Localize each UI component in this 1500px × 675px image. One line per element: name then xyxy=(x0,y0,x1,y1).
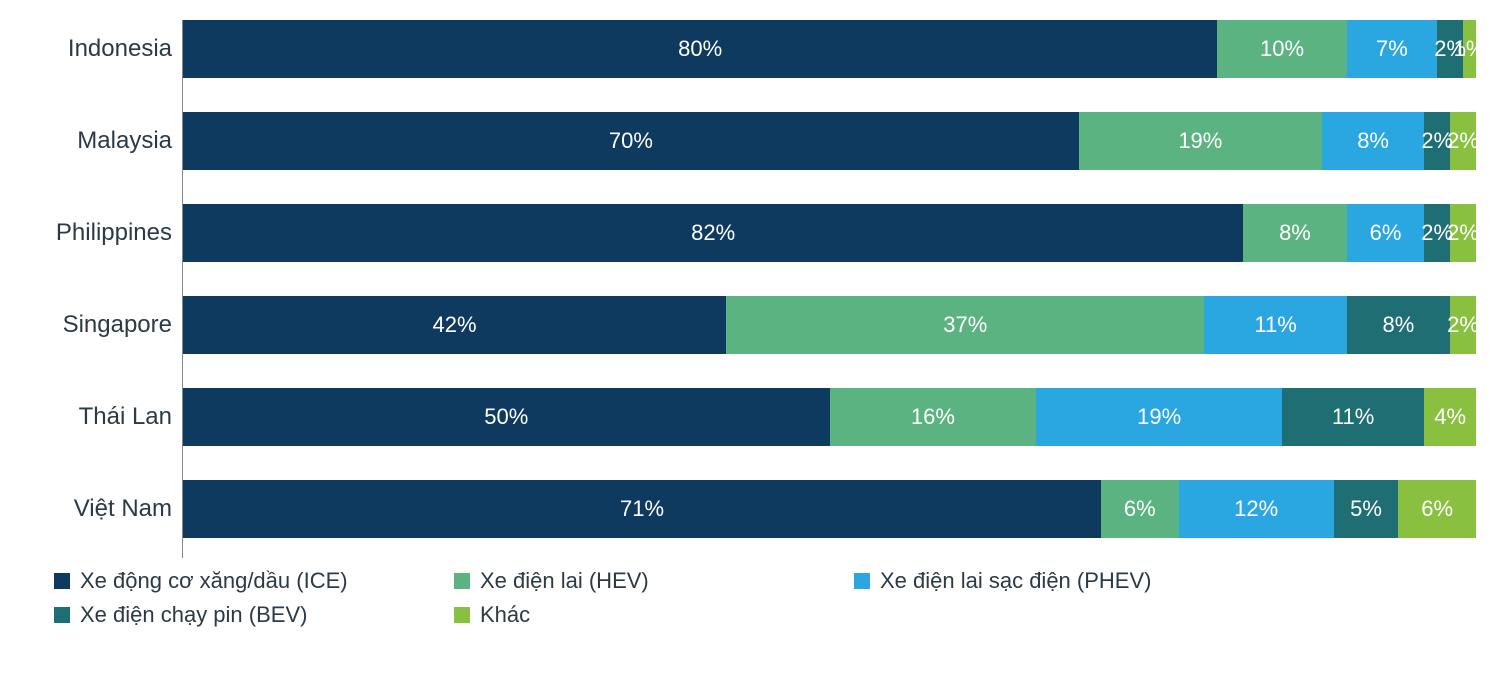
bar-segment-other: 2% xyxy=(1450,112,1476,170)
bar-value-label: 8% xyxy=(1357,128,1389,154)
category-label: Việt Nam xyxy=(24,495,182,523)
bar-segment-hev: 8% xyxy=(1243,204,1346,262)
bar-value-label: 71% xyxy=(620,496,664,522)
bar-track: 71% 6% 12% 5% 6% xyxy=(182,480,1476,538)
bar-track: 42% 37% 11% 8% 2% xyxy=(182,296,1476,354)
bar-segment-hev: 6% xyxy=(1101,480,1179,538)
bar-segment-hev: 19% xyxy=(1079,112,1322,170)
legend-item-other: Khác xyxy=(454,602,854,628)
bar-value-label: 12% xyxy=(1234,496,1278,522)
bar-segment-phev: 6% xyxy=(1347,204,1425,262)
bar-segment-other: 1% xyxy=(1463,20,1476,78)
legend-label: Xe điện lai (HEV) xyxy=(480,568,649,594)
bar-segment-ice: 42% xyxy=(183,296,726,354)
category-label: Indonesia xyxy=(24,35,182,63)
category-label: Thái Lan xyxy=(24,403,182,431)
bar-value-label: 2% xyxy=(1447,312,1479,338)
bar-value-label: 8% xyxy=(1382,312,1414,338)
bar-segment-ice: 71% xyxy=(183,480,1101,538)
bar-segment-other: 4% xyxy=(1424,388,1476,446)
bar-value-label: 2% xyxy=(1447,128,1479,154)
bar-value-label: 19% xyxy=(1137,404,1181,430)
legend-swatch xyxy=(54,607,70,623)
bar-segment-phev: 8% xyxy=(1322,112,1424,170)
bar-segment-bev: 11% xyxy=(1282,388,1424,446)
legend-swatch xyxy=(54,573,70,589)
bar-value-label: 42% xyxy=(433,312,477,338)
legend-item-bev: Xe điện chạy pin (BEV) xyxy=(54,602,454,628)
y-axis-line xyxy=(182,20,183,558)
bar-row: Indonesia80%10%7%2%1% xyxy=(24,20,1476,78)
bar-segment-other: 2% xyxy=(1450,204,1476,262)
category-label: Malaysia xyxy=(24,127,182,155)
bar-value-label: 1% xyxy=(1454,36,1486,62)
bar-segment-phev: 11% xyxy=(1204,296,1346,354)
legend-label: Xe điện lai sạc điện (PHEV) xyxy=(880,568,1151,594)
category-label: Philippines xyxy=(24,219,182,247)
bar-value-label: 6% xyxy=(1421,496,1453,522)
plot-area: Indonesia 80% 10% 7% 2% 1% Malaysia 70% 19% 8% 2% 2… xyxy=(24,20,1476,538)
bar-value-label: 7% xyxy=(1376,36,1408,62)
category-label: Singapore xyxy=(24,311,182,339)
bar-segment-other: 2% xyxy=(1450,296,1476,354)
bar-segment-ice: 80% xyxy=(183,20,1217,78)
bar-value-label: 37% xyxy=(943,312,987,338)
legend-swatch xyxy=(454,573,470,589)
bar-value-label: 70% xyxy=(609,128,653,154)
bar-row: Philippines82%8%6%2%2% xyxy=(24,204,1476,262)
bar-row: Malaysia70%19%8%2%2% xyxy=(24,112,1476,170)
legend-label: Khác xyxy=(480,602,530,628)
bar-segment-ice: 70% xyxy=(183,112,1079,170)
bar-segment-ice: 82% xyxy=(183,204,1243,262)
bar-value-label: 82% xyxy=(691,220,735,246)
bar-segment-other: 6% xyxy=(1398,480,1476,538)
bar-value-label: 19% xyxy=(1178,128,1222,154)
legend-label: Xe điện chạy pin (BEV) xyxy=(80,602,307,628)
bar-segment-bev: 5% xyxy=(1334,480,1399,538)
bar-value-label: 6% xyxy=(1370,220,1402,246)
legend-item-ice: Xe động cơ xăng/dầu (ICE) xyxy=(54,568,454,594)
bar-segment-hev: 16% xyxy=(830,388,1037,446)
legend-item-phev: Xe điện lai sạc điện (PHEV) xyxy=(854,568,1254,594)
legend-item-hev: Xe điện lai (HEV) xyxy=(454,568,854,594)
bar-value-label: 8% xyxy=(1279,220,1311,246)
bar-value-label: 80% xyxy=(678,36,722,62)
bar-value-label: 10% xyxy=(1260,36,1304,62)
bar-track: 70%19%8%2%2% xyxy=(182,112,1476,170)
bar-value-label: 4% xyxy=(1434,404,1466,430)
bar-track: 80%10%7%2%1% xyxy=(182,20,1476,78)
bar-value-label: 50% xyxy=(484,404,528,430)
bar-segment-phev: 12% xyxy=(1179,480,1334,538)
bar-segment-ice: 50% xyxy=(183,388,830,446)
legend-label: Xe động cơ xăng/dầu (ICE) xyxy=(80,568,348,594)
legend-swatch xyxy=(454,607,470,623)
bar-segment-bev: 8% xyxy=(1347,296,1450,354)
bar-value-label: 6% xyxy=(1124,496,1156,522)
bar-value-label: 11% xyxy=(1332,404,1374,430)
bar-value-label: 2% xyxy=(1447,220,1479,246)
bar-row: Thái Lan 50% 16% 19% 11% 4% xyxy=(24,388,1476,446)
bar-value-label: 16% xyxy=(911,404,955,430)
bar-track: 82%8%6%2%2% xyxy=(182,204,1476,262)
bar-segment-phev: 19% xyxy=(1036,388,1282,446)
bar-segment-phev: 7% xyxy=(1347,20,1438,78)
stacked-bar-chart: Indonesia 80% 10% 7% 2% 1% Malaysia 70% 19% 8% 2% 2… xyxy=(0,0,1500,675)
bar-row: Singapore 42% 37% 11% 8% 2% xyxy=(24,296,1476,354)
bar-row: Việt Nam 71% 6% 12% 5% 6% xyxy=(24,480,1476,538)
bar-segment-hev: 10% xyxy=(1217,20,1346,78)
legend-swatch xyxy=(854,573,870,589)
bar-value-label: 11% xyxy=(1254,312,1296,338)
bar-value-label: 5% xyxy=(1350,496,1382,522)
bar-track: 50% 16% 19% 11% 4% xyxy=(182,388,1476,446)
bar-segment-hev: 37% xyxy=(726,296,1204,354)
chart-legend: Xe động cơ xăng/dầu (ICE) Xe điện lai (HE… xyxy=(54,568,1476,628)
